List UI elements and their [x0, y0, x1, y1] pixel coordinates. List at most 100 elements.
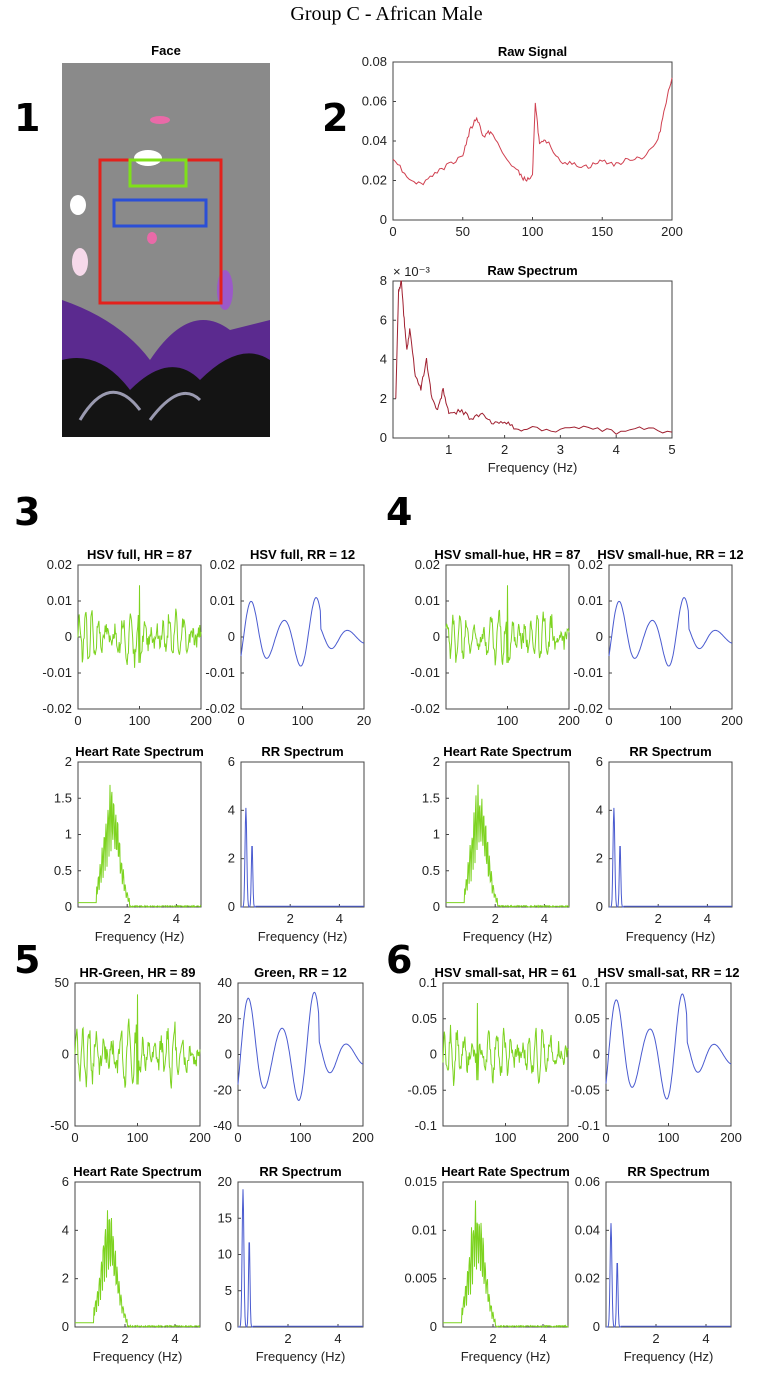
p4_hr_spectrum-ytick-label: 1.5 — [422, 790, 440, 805]
p6_rr_signal-axes: HSV small-sat, RR = 120 100 2000.10.050-0.… — [570, 965, 741, 1145]
raw_spectrum-xlabel: Frequency (Hz) — [488, 460, 578, 475]
p3_hr_signal-xtick-label: 200 — [190, 713, 212, 728]
p4_hr_spectrum-xtick-label: 2 — [492, 911, 499, 926]
cheek-roi-box — [112, 198, 208, 228]
raw_spectrum-title: Raw Spectrum — [487, 263, 577, 278]
collar-edge — [78, 390, 202, 421]
p5_rr_spectrum-xlabel: Frequency (Hz) — [256, 1349, 346, 1364]
hotspot-nose — [147, 232, 157, 244]
p3_rr_signal-plot-frame — [240, 564, 365, 710]
p4_rr_spectrum-title: RR Spectrum — [629, 744, 711, 759]
p5_hr_signal-xtick-label: 100 — [127, 1130, 149, 1145]
p6_hr_spectrum-ytick-label: 0.01 — [412, 1222, 437, 1237]
p4_hr_signal-ytick-label: -0.02 — [410, 701, 440, 716]
p3_rr_spectrum-series-line — [241, 807, 364, 908]
p3_rr_spectrum-xlabel: Frequency (Hz) — [258, 929, 348, 944]
p6_rr_signal-series-line — [605, 993, 732, 1100]
p6_hr_signal-ytick-label: 0 — [430, 1047, 437, 1062]
p3_hr_signal-ytick-label: -0.01 — [42, 665, 72, 680]
raw_spectrum-xtick-label: 4 — [613, 442, 620, 457]
p5_rr_spectrum-plot-frame — [237, 1181, 364, 1328]
p3_hr_signal-xtick-label: 100 — [129, 713, 151, 728]
p6_rr_signal-xtick-label: 100 — [658, 1130, 680, 1145]
p6_hr_spectrum-title: Heart Rate Spectrum — [441, 1164, 570, 1179]
p6_hr_spectrum-xlabel: Frequency (Hz) — [461, 1349, 551, 1364]
p5_hr_signal-ytick-label: 50 — [55, 975, 69, 990]
p5_hr_signal-ytick-label: 0 — [62, 1047, 69, 1062]
p4_hr_signal-axes: HSV small-hue, HR = 87 100 200 0.02 0.01 0 -0.… — [410, 547, 580, 728]
hotspot-ear — [70, 195, 86, 215]
p5_hr_signal-xtick-label: 200 — [189, 1130, 211, 1145]
p4_hr_spectrum-ytick-label: 1 — [433, 827, 440, 842]
p6_rr_signal-title: HSV small-sat, RR = 12 — [598, 965, 740, 980]
p3_rr_spectrum-ytick-label: 2 — [228, 851, 235, 866]
raw_spectrum-ytick-label: 2 — [380, 391, 387, 406]
p6_hr_signal-plot-frame — [442, 982, 569, 1127]
p4_rr_spectrum-ytick-label: 4 — [596, 802, 603, 817]
p3_rr_spectrum-xtick-label: 2 — [287, 911, 294, 926]
p5_hr_spectrum-xtick-label: 4 — [171, 1331, 178, 1346]
p4_rr_signal-xtick-label: 100 — [660, 713, 682, 728]
hotspot-forehead — [134, 150, 162, 166]
p4_rr_signal-ytick-label: -0.01 — [573, 665, 603, 680]
p3_rr_signal-xtick-label: 100 — [292, 713, 314, 728]
raw_signal-xtick-label: 100 — [522, 224, 544, 239]
p3_hr_spectrum-series-line — [78, 784, 202, 909]
face-image: Face — [62, 43, 270, 437]
p6_hr_spectrum-xtick-label: 4 — [539, 1331, 546, 1346]
p4_rr_signal-ytick-label: -0.02 — [573, 701, 603, 716]
p5_rr_signal-xtick-label: 100 — [290, 1130, 312, 1145]
raw_spectrum-plot-frame — [392, 280, 673, 439]
face-title: Face — [151, 43, 181, 58]
p4_hr_signal-xtick-label: 200 — [558, 713, 580, 728]
p5_hr_spectrum-plot-frame — [74, 1181, 201, 1328]
p5_rr_spectrum-title: RR Spectrum — [259, 1164, 341, 1179]
p3_hr_spectrum-ytick-label: 0 — [65, 899, 72, 914]
p5_rr_spectrum-ytick-label: 20 — [218, 1174, 232, 1189]
panel-number-4: 4 — [386, 490, 413, 534]
panel-number-6: 6 — [386, 938, 413, 982]
p3_hr_spectrum-plot-frame — [77, 761, 202, 908]
p6_hr_spectrum-series-line — [443, 1200, 569, 1329]
p5_hr_spectrum-axes: Heart Rate Spectrum 2 4 6 4 2 0 Frequency (Hz) — [62, 1164, 202, 1364]
p6_rr_signal-ytick-label: -0.05 — [570, 1082, 600, 1097]
dark-region — [62, 353, 270, 437]
p6_hr_signal-xtick-label: 200 — [557, 1130, 579, 1145]
p5_hr_spectrum-ytick-label: 6 — [62, 1174, 69, 1189]
p3_hr_signal-xtick-label: 0 — [74, 713, 81, 728]
p5_rr_spectrum-ytick-label: 15 — [218, 1210, 232, 1225]
p6_rr_spectrum-plot-frame — [605, 1181, 732, 1328]
hotspot-top — [150, 116, 170, 124]
p4_rr_signal-xtick-label: 0 — [605, 713, 612, 728]
p4_hr_spectrum-ytick-label: 0.5 — [422, 863, 440, 878]
panel-number-1: 1 — [14, 96, 41, 140]
p6_hr_spectrum-plot-frame — [442, 1181, 569, 1328]
raw_spectrum-xtick-label: 5 — [668, 442, 675, 457]
p6_rr_signal-ytick-label: 0.1 — [582, 975, 600, 990]
p4_rr_signal-plot-frame — [608, 564, 733, 710]
p6_rr_signal-plot-frame — [605, 982, 732, 1127]
p4_hr_spectrum-series-line — [446, 784, 570, 909]
p3_hr_spectrum-xlabel: Frequency (Hz) — [95, 929, 185, 944]
p3_rr_spectrum-plot-frame — [240, 761, 365, 908]
p4_hr_signal-title: HSV small-hue, HR = 87 — [434, 547, 580, 562]
p5_rr_spectrum-xtick-label: 2 — [284, 1331, 291, 1346]
raw_spectrum-exponent-label: × 10⁻³ — [393, 264, 431, 279]
raw_signal-ytick-label: 0.04 — [362, 133, 387, 148]
p5_hr_signal-xtick-label: 0 — [71, 1130, 78, 1145]
p4_hr_signal-xtick-label: 100 — [497, 713, 519, 728]
p5_rr_signal-series-line — [237, 991, 364, 1101]
p6_rr_signal-ytick-label: -0.1 — [578, 1118, 600, 1133]
p4_rr_spectrum-xlabel: Frequency (Hz) — [626, 929, 716, 944]
p6_rr_spectrum-xtick-label: 4 — [702, 1331, 709, 1346]
raw_signal-xtick-label: 0 — [389, 224, 396, 239]
p5_rr_signal-plot-frame — [237, 982, 364, 1127]
p6_rr_spectrum-xlabel: Frequency (Hz) — [624, 1349, 714, 1364]
p4_hr_signal-ytick-label: 0 — [433, 629, 440, 644]
p3_hr_signal-title: HSV full, HR = 87 — [87, 547, 192, 562]
